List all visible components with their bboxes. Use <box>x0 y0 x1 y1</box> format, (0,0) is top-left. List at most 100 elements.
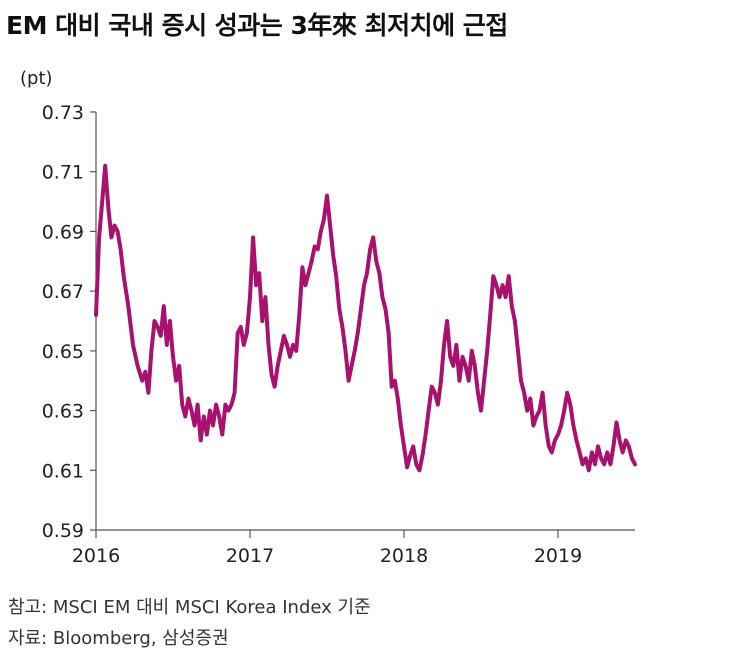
data-point <box>406 466 408 468</box>
data-point <box>545 424 547 427</box>
data-point <box>175 380 177 382</box>
data-point <box>517 350 519 352</box>
data-point <box>187 398 189 400</box>
data-point <box>132 344 134 346</box>
data-point <box>181 404 183 406</box>
data-point <box>372 236 374 238</box>
x-tick-label: 2018 <box>380 545 428 567</box>
chart-notes: 참고: MSCI EM 대비 MSCI Korea Index 기준 자료: B… <box>8 592 371 654</box>
data-point <box>631 457 633 459</box>
data-point <box>529 398 531 400</box>
series-line <box>94 163 637 473</box>
note-source: 자료: Bloomberg, 삼성증권 <box>8 628 229 649</box>
data-point <box>560 424 562 427</box>
data-point <box>338 308 340 310</box>
data-point <box>498 296 501 298</box>
data-point <box>286 344 288 346</box>
data-point <box>360 308 362 310</box>
data-point <box>391 386 393 388</box>
data-point <box>452 365 454 367</box>
data-point <box>95 314 97 316</box>
data-point <box>221 433 223 436</box>
data-point <box>443 344 445 346</box>
data-point <box>237 332 239 334</box>
data-point <box>572 424 575 427</box>
x-tick-label: 2019 <box>534 545 582 567</box>
data-point <box>508 275 510 277</box>
data-point <box>594 463 596 465</box>
data-point <box>203 415 205 418</box>
data-point <box>582 463 584 465</box>
data-point <box>107 206 109 209</box>
data-point <box>274 386 276 388</box>
data-point <box>489 314 491 316</box>
x-axis: 2016 2017 2018 2019 <box>72 529 635 567</box>
data-point <box>255 284 257 286</box>
y-tick-label: 0.69 <box>42 221 84 243</box>
data-point <box>421 454 424 456</box>
y-axis: 0.73 0.71 0.69 0.67 0.65 0.63 0.61 0.59 <box>42 102 97 542</box>
data-point <box>483 380 485 382</box>
data-point <box>542 392 544 394</box>
data-point <box>492 275 494 277</box>
data-point <box>283 335 285 337</box>
data-point <box>320 230 322 232</box>
data-point <box>150 350 152 352</box>
data-point <box>502 284 504 286</box>
data-point <box>465 365 467 367</box>
data-point <box>172 356 174 358</box>
data-point <box>264 296 266 298</box>
data-point <box>234 392 236 394</box>
data-point <box>612 445 615 447</box>
data-point <box>153 320 156 322</box>
data-point <box>557 433 559 436</box>
data-point <box>110 236 112 238</box>
data-point <box>317 248 319 250</box>
data-point <box>271 374 273 376</box>
data-point <box>388 332 390 334</box>
data-point <box>625 439 627 441</box>
data-point <box>446 320 448 322</box>
x-tick-label: 2017 <box>226 545 274 567</box>
data-point <box>412 445 414 447</box>
data-point <box>98 236 100 238</box>
data-point <box>351 365 353 367</box>
data-point <box>511 305 513 307</box>
data-point <box>335 275 337 277</box>
data-point <box>212 424 214 427</box>
data-point <box>526 410 528 412</box>
data-point <box>197 404 199 406</box>
data-point <box>230 404 233 406</box>
data-point <box>532 424 535 427</box>
data-point <box>538 410 541 412</box>
y-tick-label: 0.65 <box>42 341 84 363</box>
data-point <box>622 451 624 453</box>
data-point <box>117 230 119 232</box>
data-point <box>425 433 427 436</box>
data-point <box>461 356 464 358</box>
data-point <box>295 350 297 352</box>
data-point <box>314 245 316 247</box>
data-point <box>240 326 242 328</box>
data-point <box>486 350 488 352</box>
chart: (pt) 0.73 0.71 0.69 0.67 0.65 0.63 0.61 0.59 20… <box>20 68 637 567</box>
data-point <box>200 439 202 441</box>
data-point <box>277 365 279 367</box>
data-point <box>304 284 306 286</box>
data-point <box>289 356 291 358</box>
y-axis-unit-label: (pt) <box>20 68 53 89</box>
data-point <box>609 463 612 465</box>
data-point <box>471 350 473 352</box>
data-point <box>634 463 636 465</box>
data-point <box>178 365 180 367</box>
data-point <box>495 284 497 286</box>
data-point <box>458 380 460 382</box>
data-point <box>326 195 328 197</box>
data-point <box>551 451 553 453</box>
data-point <box>468 380 470 382</box>
data-point <box>267 344 270 346</box>
y-tick-label: 0.59 <box>42 520 84 542</box>
data-point <box>307 272 310 274</box>
data-point <box>243 344 245 346</box>
data-point <box>600 457 602 459</box>
